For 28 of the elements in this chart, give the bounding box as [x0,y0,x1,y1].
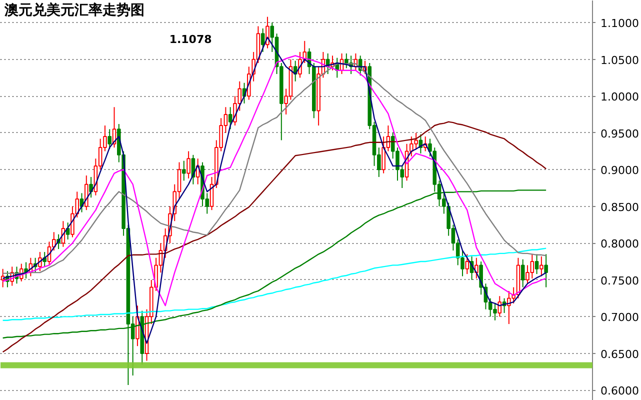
candlestick [266,16,270,49]
y-tick-label: 0.6000 [600,384,639,398]
y-tick-label: 0.6500 [600,348,639,361]
candlestick [544,254,548,288]
candlestick [108,128,112,150]
candlestick [498,296,502,318]
candlestick [186,150,190,179]
candlestick [182,160,186,182]
candlestick [465,254,470,275]
y-tick-label: 0.8500 [600,200,639,214]
chart-title: 澳元兑美元汇率走势图 [4,2,144,18]
line-series [2,121,547,353]
y-tick-label: 0.7500 [600,274,639,288]
y-tick-label: 0.9000 [600,164,639,178]
annotation: 1.1078 [169,33,212,46]
y-tick-label: 0.7000 [600,311,639,324]
y-tick-label: 1.0000 [600,90,639,104]
candlestick [228,106,232,130]
y-tick-label: 0.8000 [600,238,639,251]
y-tick-label: 1.1000 [600,17,639,30]
y-tick-label: 0.9500 [600,127,639,140]
candlestick [260,28,265,52]
candlestick [534,254,539,275]
y-tick-label: 1.0500 [600,54,639,67]
candlestick [540,256,544,277]
candlestick [84,175,88,211]
candlestick [520,258,525,288]
candlestick [474,257,478,279]
